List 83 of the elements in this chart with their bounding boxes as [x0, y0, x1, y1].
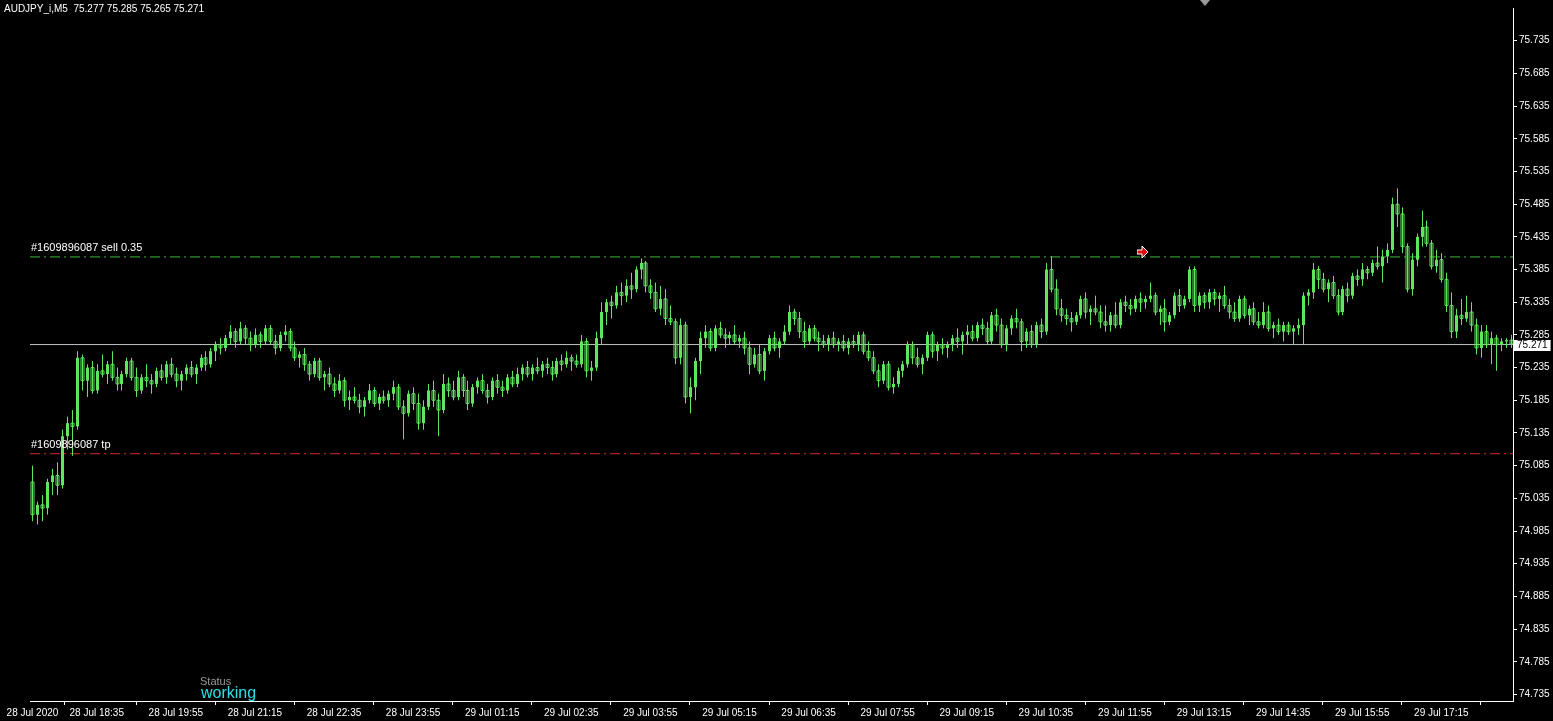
candlestick [897, 367, 900, 388]
candlestick [886, 360, 891, 391]
annotation: working [200, 684, 257, 702]
candlestick [772, 331, 777, 352]
x-tick-label: 29 Jul 03:55 [623, 706, 679, 718]
candlestick [317, 357, 322, 382]
candlestick [1113, 301, 1118, 329]
x-tick-label: 28 Jul 22:35 [306, 706, 362, 718]
candlestick [584, 337, 589, 378]
x-tick-label: 28 Jul 18:35 [69, 706, 125, 718]
x-tick-label: 29 Jul 15:55 [1334, 706, 1390, 718]
candlestick [699, 331, 702, 375]
candlestick [1162, 298, 1167, 333]
y-tick-label: 75.135 [1519, 426, 1551, 438]
y-tick-label: 74.885 [1519, 590, 1551, 602]
candlestick [1266, 304, 1271, 333]
candlestick [757, 344, 762, 375]
x-tick-label: 28 Jul 2020 [6, 706, 59, 718]
candlestick [90, 360, 95, 395]
candlestick [1375, 246, 1380, 271]
y-tick-label: 75.185 [1519, 394, 1551, 406]
candlestick [1202, 291, 1207, 310]
candlestick [1192, 265, 1197, 313]
y-tick-label: 75.585 [1519, 132, 1551, 144]
candlestick [1029, 324, 1034, 349]
y-tick-label: 75.035 [1519, 492, 1551, 504]
candlestick [783, 324, 786, 346]
x-tick-label: 29 Jul 11:55 [1098, 706, 1153, 718]
y-tick-label: 75.235 [1519, 361, 1551, 373]
x-tick-label: 28 Jul 21:15 [227, 706, 283, 718]
candlestick [1153, 291, 1158, 316]
chart-title: AUDJPY_i,M5 75.277 75.285 75.265 75.271 [4, 2, 205, 14]
y-tick-label: 75.435 [1519, 230, 1551, 242]
candlestick [619, 282, 624, 306]
candlestick [372, 386, 377, 408]
y-tick-label: 75.735 [1519, 34, 1551, 46]
x-tick-label: 29 Jul 13:15 [1176, 706, 1232, 718]
y-tick-label: 75.685 [1519, 67, 1551, 79]
candlestick [732, 324, 737, 346]
candlestick [30, 465, 35, 522]
candlestick [1494, 334, 1499, 372]
y-tick-label: 74.735 [1519, 688, 1551, 700]
x-tick-label: 29 Jul 17:15 [1414, 706, 1469, 718]
annotation: Status [200, 674, 232, 687]
candlestick [342, 376, 347, 408]
candlestick [1242, 295, 1247, 320]
y-tick-label: 74.935 [1519, 557, 1551, 569]
x-tick-label: 28 Jul 23:55 [385, 706, 441, 718]
ref-line-label: #1609896087 sell 0.35 [31, 240, 143, 253]
candlestick [609, 295, 614, 320]
y-tick-label: 74.835 [1519, 622, 1551, 634]
x-tick-label: 29 Jul 07:55 [860, 706, 916, 718]
x-tick-label: 29 Jul 06:35 [781, 706, 837, 718]
candlestick [233, 327, 238, 349]
candlestick [683, 321, 688, 405]
x-tick-label: 29 Jul 14:35 [1255, 706, 1311, 718]
x-tick-label: 29 Jul 09:15 [939, 706, 995, 718]
candlestick [1083, 291, 1088, 320]
candlestick [1484, 324, 1489, 349]
y-tick-label: 75.485 [1519, 197, 1551, 209]
x-tick-label: 29 Jul 01:15 [464, 706, 520, 718]
y-tick-label: 74.785 [1519, 655, 1551, 667]
candlestick [930, 331, 935, 359]
y-tick-label: 74.985 [1519, 524, 1551, 536]
x-tick-label: 29 Jul 02:35 [544, 706, 599, 718]
x-tick-label: 29 Jul 10:35 [1018, 706, 1074, 718]
candlestick [955, 327, 960, 349]
y-tick-label: 75.285 [1519, 328, 1551, 340]
ref-line-label: 75.271 [1517, 339, 1549, 351]
y-tick-label: 75.085 [1519, 459, 1551, 471]
y-tick-label: 75.335 [1519, 295, 1551, 307]
candlestick [159, 363, 164, 382]
x-tick-label: 29 Jul 05:15 [702, 706, 758, 718]
candlestick [1386, 242, 1389, 264]
candlestick [1416, 233, 1419, 267]
candlestick [629, 272, 634, 300]
y-tick-label: 75.535 [1519, 165, 1551, 177]
x-tick-label: 28 Jul 19:55 [148, 706, 204, 718]
y-tick-label: 75.635 [1519, 99, 1551, 111]
candlestick [1177, 288, 1182, 313]
candlestick [1138, 291, 1143, 313]
candlestick [708, 327, 713, 352]
y-tick-label: 75.385 [1519, 263, 1551, 275]
